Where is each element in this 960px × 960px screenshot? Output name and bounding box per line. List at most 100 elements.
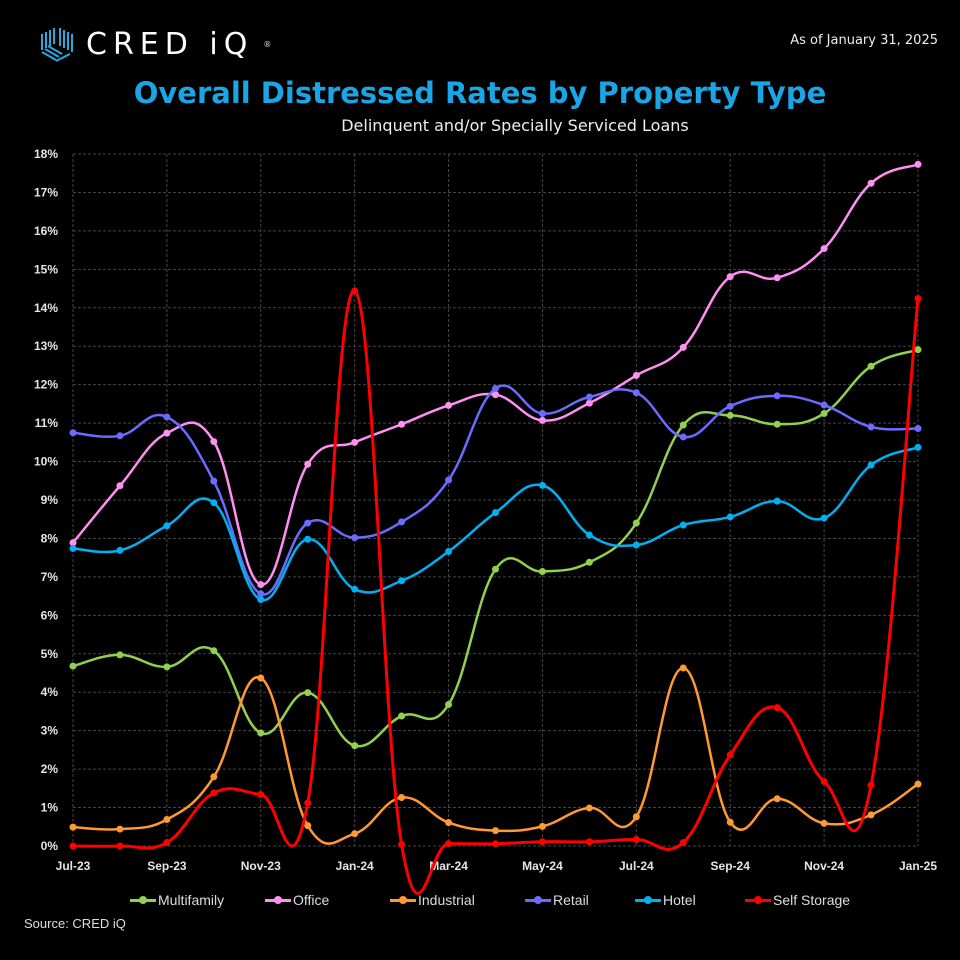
data-point-multifamily [116,651,124,659]
data-point-office [304,460,312,468]
data-point-hotel [351,585,359,593]
data-point-self-storage [210,789,218,797]
y-tick-label: 1% [41,801,59,815]
y-tick-label: 10% [34,455,58,469]
series-self-storage [69,287,922,895]
data-point-industrial [210,773,218,781]
data-point-office [351,438,359,446]
series-line-office [72,163,919,586]
data-point-multifamily [210,647,218,655]
logo-registered-mark: ® [263,39,272,49]
legend-label: Hotel [663,892,696,908]
legend-swatch-multifamily [130,895,156,904]
data-point-retail [69,429,77,437]
data-point-self-storage [867,781,875,789]
data-point-office [867,179,875,187]
data-point-hotel [867,461,875,469]
legend-swatch-retail [525,895,551,904]
data-point-office [69,539,77,547]
x-tick-label: Jan-25 [899,859,937,873]
data-point-industrial [679,664,687,672]
logo-text: CRED iQ [86,26,254,62]
data-point-industrial [773,795,781,803]
data-point-hotel [210,499,218,507]
data-point-multifamily [538,568,546,576]
x-tick-label: Jul-23 [56,859,91,873]
data-point-office [538,416,546,424]
data-point-office [398,420,406,428]
data-point-hotel [257,596,265,604]
data-point-industrial [351,830,359,838]
data-point-retail [773,392,781,400]
source-note: Source: CRED iQ [24,916,126,931]
data-point-retail [163,413,171,421]
legend-swatch-self-storage [745,895,771,904]
data-point-hotel [585,531,593,539]
y-tick-label: 4% [41,685,59,699]
data-point-self-storage [398,840,406,848]
x-tick-label: Jan-24 [336,859,374,873]
data-point-retail [679,433,687,441]
data-point-hotel [445,548,453,556]
legend-item-hotel: Hotel [635,892,696,908]
legend-item-industrial: Industrial [390,892,475,908]
data-point-industrial [914,780,922,788]
data-point-retail [820,401,828,409]
data-point-industrial [69,823,77,831]
data-point-office [116,482,124,490]
data-point-hotel [679,521,687,529]
data-point-multifamily [445,701,453,709]
data-point-multifamily [726,411,734,419]
data-point-multifamily [257,729,265,737]
crediq-logo: CRED iQ ® [36,24,271,64]
data-point-industrial [538,822,546,830]
legend-item-office: Office [265,892,329,908]
data-point-hotel [492,509,499,517]
data-point-office [914,160,922,168]
legend-label: Office [293,892,330,908]
y-tick-label: 8% [41,531,59,545]
data-point-self-storage [914,295,922,303]
data-point-industrial [163,815,171,823]
data-point-multifamily [679,421,687,429]
data-point-industrial [445,819,453,827]
data-point-self-storage [820,777,828,785]
data-point-hotel [820,514,828,522]
data-point-retail [492,385,499,393]
data-point-hotel [726,513,734,521]
data-point-self-storage [116,842,124,850]
series-office [69,160,922,589]
series-industrial [69,664,922,845]
data-point-office [445,401,453,409]
data-point-industrial [632,813,640,821]
data-point-hotel [116,546,124,554]
data-point-multifamily [820,410,828,417]
data-point-industrial [398,794,406,802]
y-tick-label: 9% [41,493,59,507]
data-point-office [820,245,828,253]
legend-swatch-industrial [390,895,416,904]
data-point-office [210,438,218,446]
data-point-self-storage [69,842,77,850]
data-point-self-storage [726,751,734,759]
data-point-multifamily [304,689,312,697]
y-tick-label: 18% [34,147,58,161]
data-point-self-storage [351,287,359,295]
y-tick-label: 17% [34,185,58,199]
data-point-multifamily [632,519,640,527]
data-point-retail [445,476,453,484]
y-tick-label: 5% [41,647,59,661]
data-point-self-storage [492,840,499,848]
legend-swatch-office [265,895,291,904]
data-point-self-storage [679,839,687,847]
y-tick-label: 3% [41,724,59,738]
data-point-self-storage [773,704,781,712]
data-point-retail [398,518,406,526]
data-point-office [632,371,640,379]
chart-subtitle: Delinquent and/or Specially Serviced Loa… [341,116,689,135]
data-point-industrial [492,827,499,835]
data-point-office [773,274,781,282]
y-tick-label: 16% [34,224,58,238]
data-point-office [585,399,593,407]
